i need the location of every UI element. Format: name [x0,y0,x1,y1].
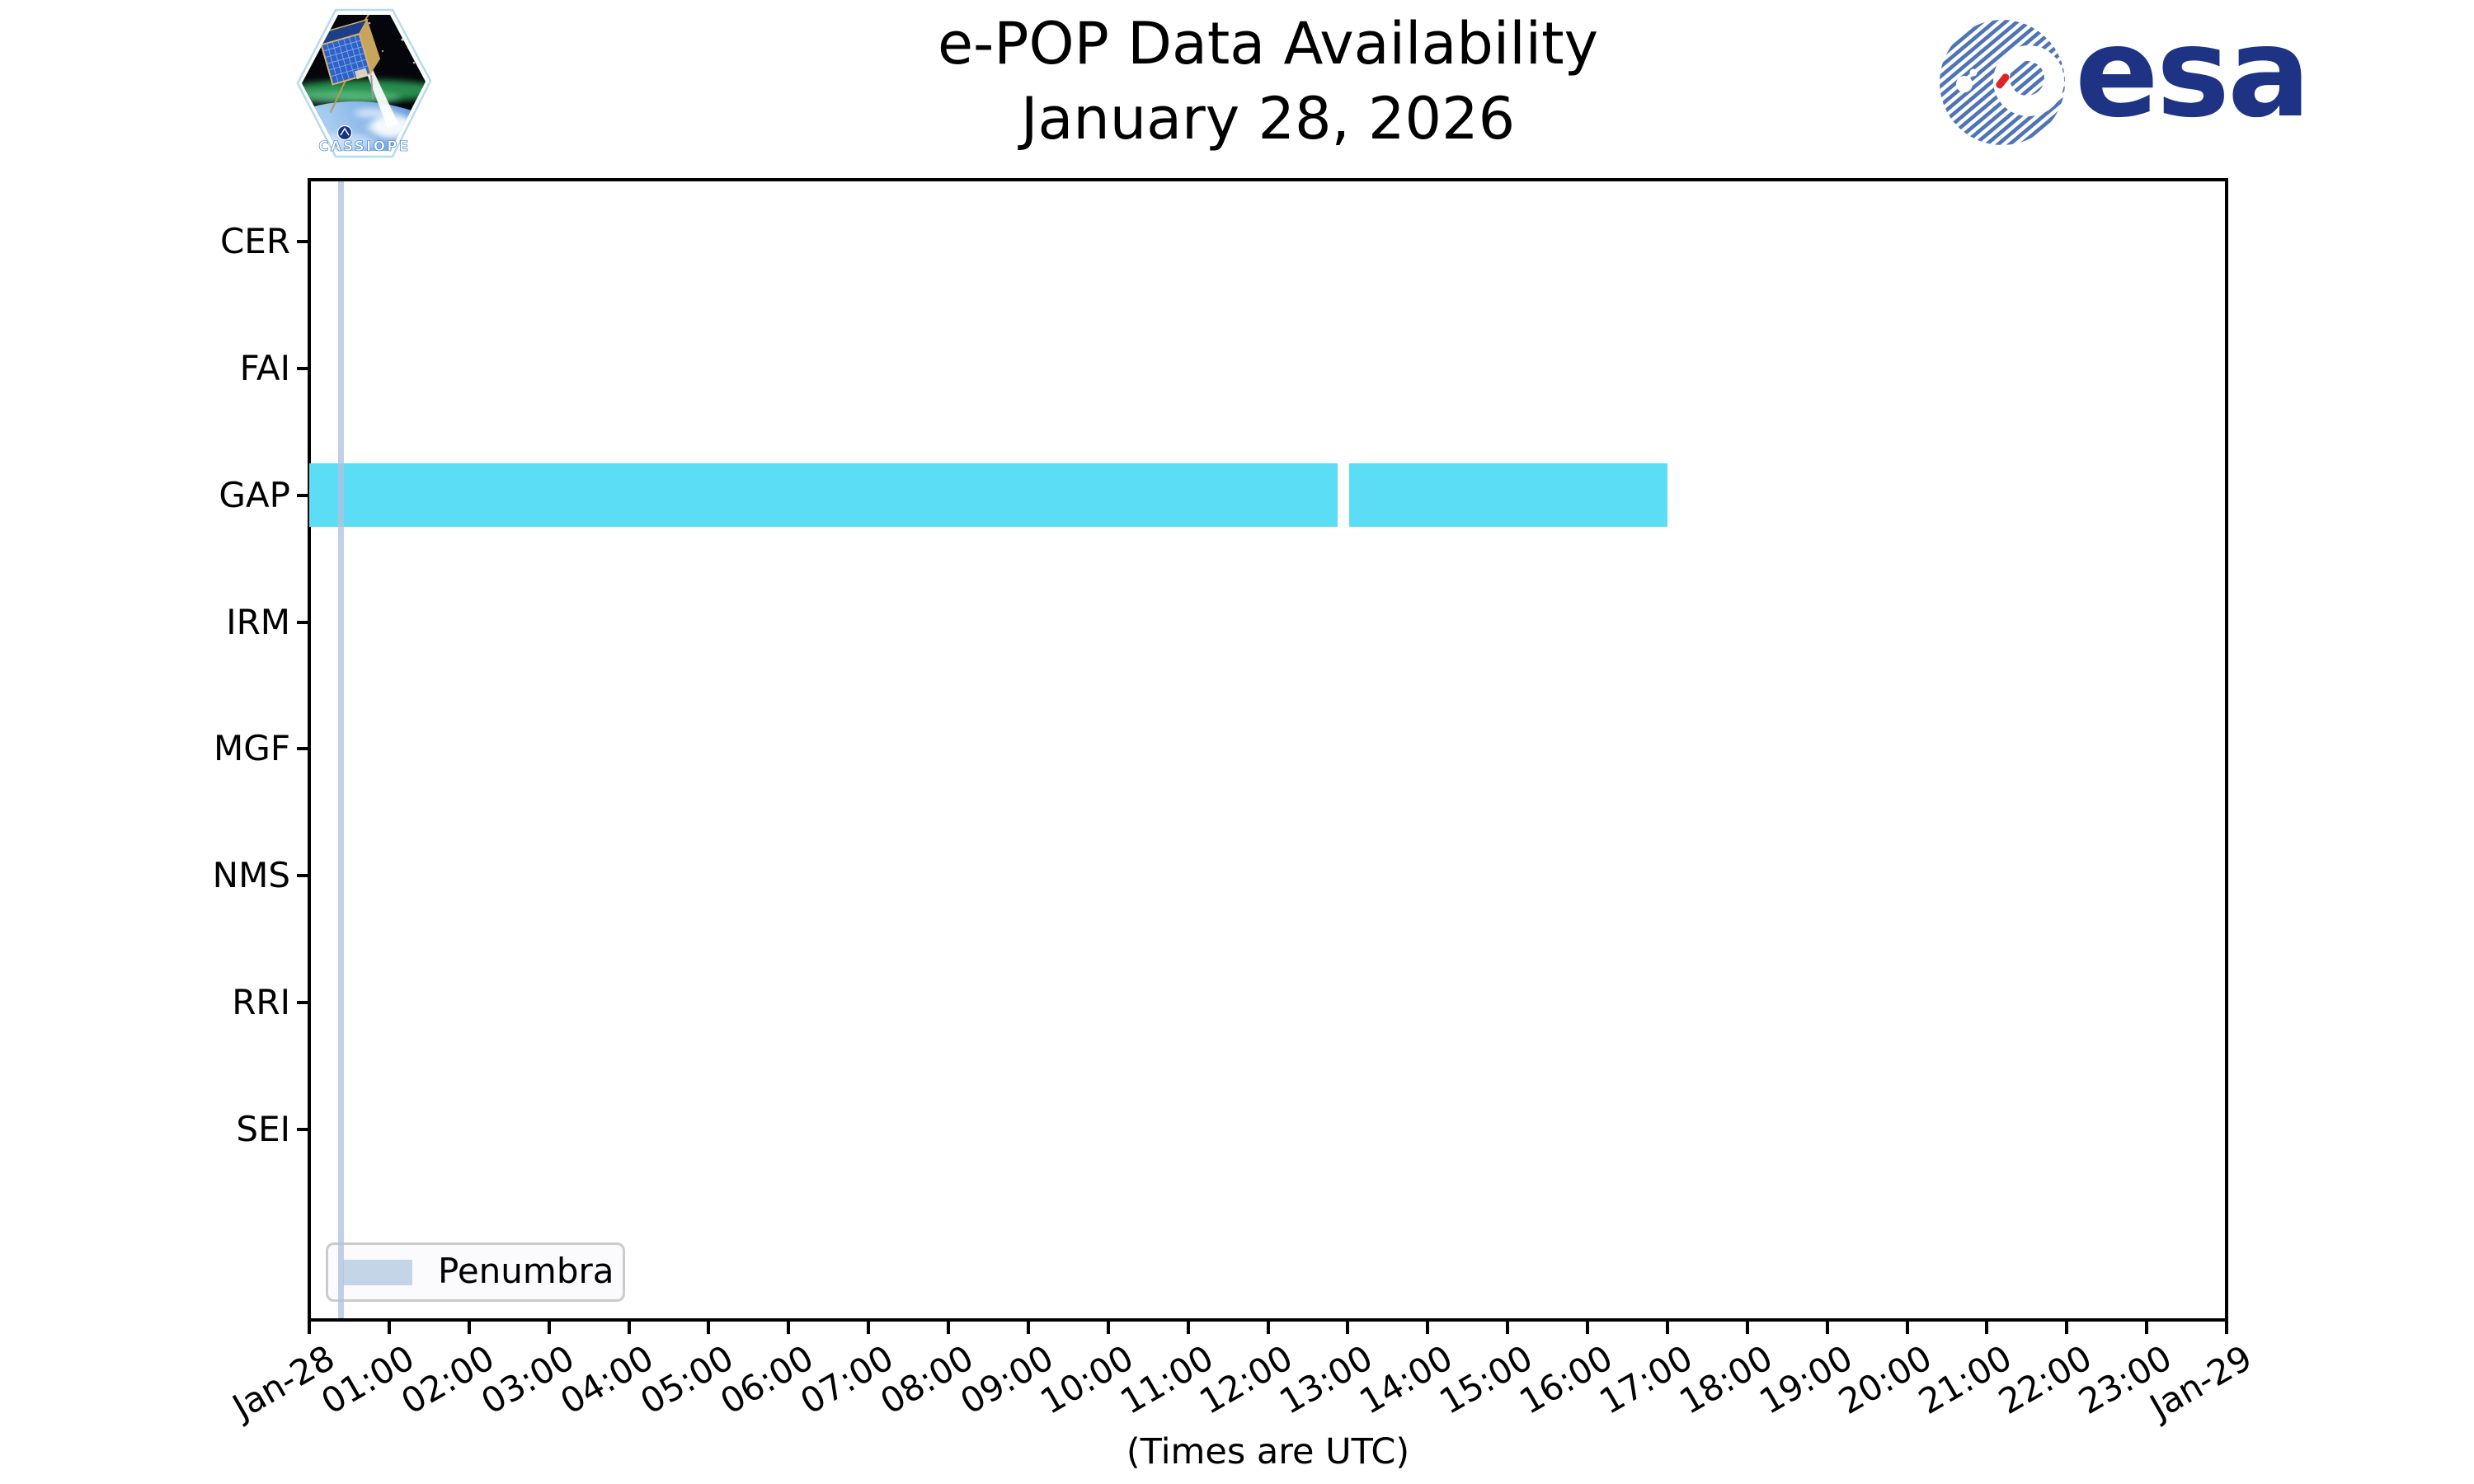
legend-penumbra-label: Penumbra [438,1251,614,1291]
cassiope-patch-text: CASSIOPE [318,139,410,154]
esa-globe-red-accent [1996,73,2010,89]
x-tick-label: 09:00 [953,1337,1061,1422]
x-tick-label: 17:00 [1592,1337,1700,1422]
x-tick [1825,1322,1829,1334]
availability-bar-gap [309,463,1338,528]
x-tick [1426,1322,1430,1334]
x-tick [2225,1322,2228,1334]
x-tick-label: 02:00 [393,1337,501,1422]
y-tick-label-sei: SEI [236,1108,290,1149]
x-tick [1586,1322,1589,1334]
x-tick [547,1322,551,1334]
x-tick [2065,1322,2069,1334]
x-tick [947,1322,950,1334]
x-tick [867,1322,871,1334]
availability-bar-gap [1349,463,1667,528]
y-tick [297,240,309,243]
x-tick [467,1322,471,1334]
esa-logo: esa [1940,2,2311,145]
y-tick-label-rri: RRI [232,982,290,1023]
y-tick [297,1001,309,1005]
y-tick [297,620,309,624]
y-tick [297,747,309,751]
y-tick-label-fai: FAI [239,347,290,388]
x-tick [1186,1322,1190,1334]
legend: Penumbra [326,1242,625,1302]
y-tick-label-mgf: MGF [214,728,290,769]
cassiope-mission-patch: CASSIOPE [296,8,432,158]
x-tick [1346,1322,1350,1334]
x-tick [1745,1322,1749,1334]
x-tick [707,1322,711,1334]
csa-roundel [336,124,353,141]
plot-area [308,178,2228,1322]
x-tick [2145,1322,2149,1334]
y-tick [297,366,309,370]
y-tick [297,874,309,878]
x-tick [1985,1322,1989,1334]
x-tick [1026,1322,1030,1334]
x-tick [787,1322,791,1334]
esa-globe-icon [1940,20,2065,145]
chart-title-block: e-POP Data Availability January 28, 2026 [308,7,2228,157]
x-tick [308,1322,311,1334]
chart-subtitle: January 28, 2026 [1020,85,1516,153]
x-tick [1506,1322,1510,1334]
x-tick [1266,1322,1270,1334]
legend-penumbra-swatch [343,1260,412,1285]
x-tick-label: 01:00 [314,1337,421,1422]
x-tick [1106,1322,1110,1334]
x-tick-label: 16:00 [1512,1337,1620,1422]
x-tick [1905,1322,1909,1334]
x-tick [627,1322,631,1334]
y-tick [297,493,309,497]
satellite-illustration [302,15,381,113]
x-tick [387,1322,391,1334]
y-tick [297,1127,309,1131]
y-tick-label-nms: NMS [212,855,290,896]
y-tick-label-irm: IRM [226,601,290,642]
x-tick-label: 08:00 [873,1337,981,1422]
x-axis-label: (Times are UTC) [1126,1431,1410,1472]
x-tick-label: 18:00 [1672,1337,1780,1422]
x-tick-label: 10:00 [1032,1337,1141,1422]
penumbra-band [337,181,344,1318]
esa-wordmark: esa [2075,2,2308,145]
y-tick-label-gap: GAP [219,474,290,515]
x-tick [1665,1322,1669,1334]
chart-title: e-POP Data Availability [937,10,1599,77]
y-tick-label-cer: CER [219,221,290,261]
